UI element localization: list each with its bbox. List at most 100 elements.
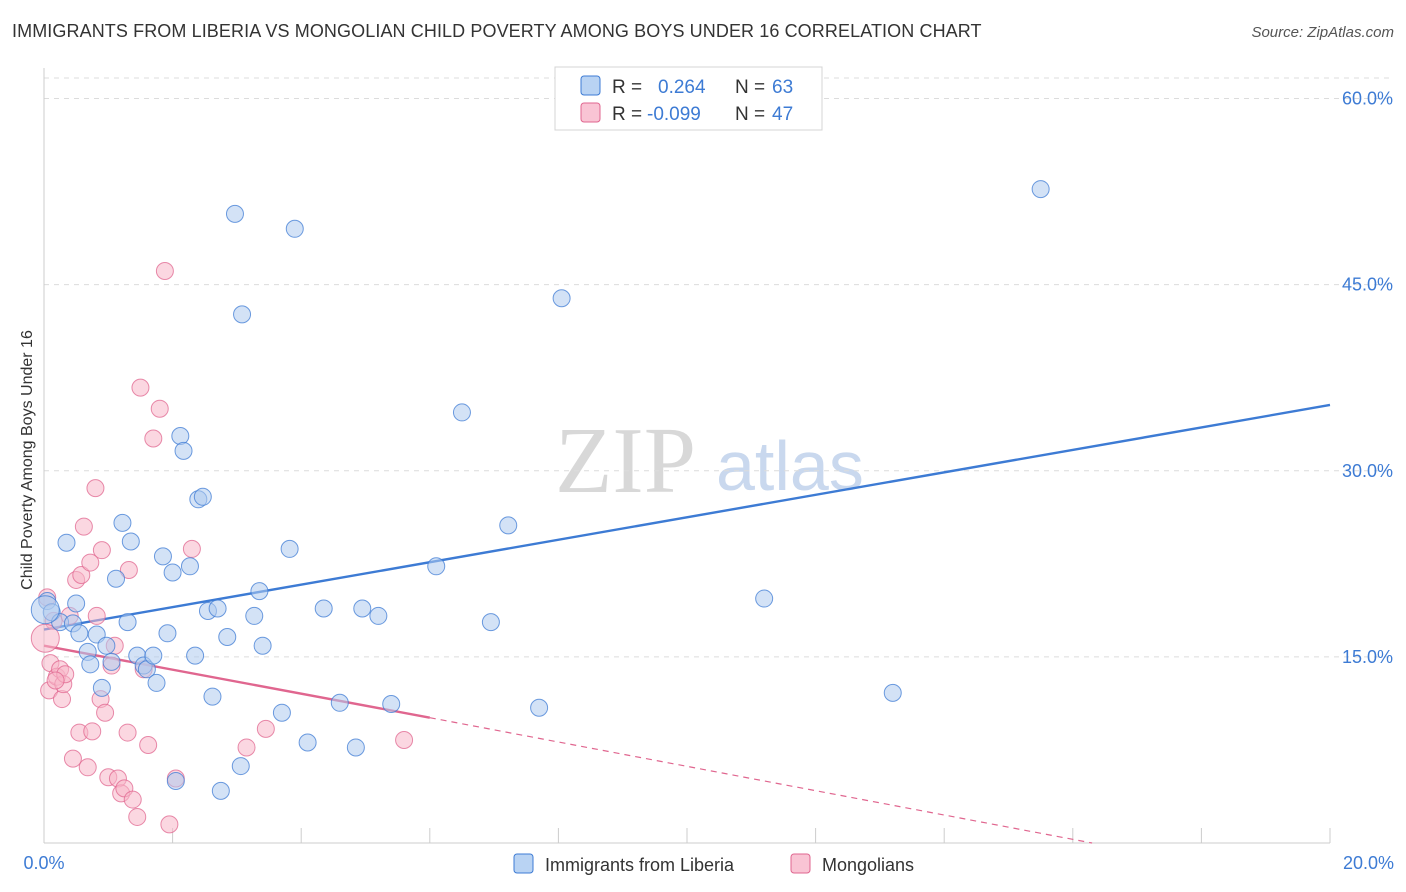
point-mongolians-38	[155, 261, 174, 280]
point-liberia-26	[171, 427, 190, 446]
point-liberia-61	[1031, 180, 1050, 199]
point-mongolians-43	[256, 719, 275, 738]
bottom-legend-label-liberia: Immigrants from Liberia	[545, 855, 735, 875]
point-mongolians-6	[53, 690, 72, 709]
point-mongolians-33	[131, 378, 150, 397]
point-liberia-46	[298, 733, 317, 752]
y-tick-label-60: 60.0%	[1342, 89, 1393, 109]
legend-n-value-liberia: 63	[772, 77, 793, 98]
point-liberia-45	[285, 219, 304, 238]
point-liberia-37	[225, 204, 244, 223]
point-liberia-14	[113, 513, 132, 532]
point-liberia-12	[102, 652, 121, 671]
point-liberia-6	[70, 624, 89, 643]
point-liberia-48	[330, 693, 349, 712]
x-tick-label-max: 20.0%	[1343, 853, 1394, 873]
bottom-legend-swatch-liberia	[513, 853, 534, 874]
point-liberia-31	[193, 487, 212, 506]
trend-extension-mongolians	[429, 717, 1093, 844]
point-liberia-34	[208, 599, 227, 618]
point-mongolians-19	[87, 606, 106, 625]
y-tick-label-30: 30.0%	[1342, 461, 1393, 481]
point-mongolians-35	[139, 735, 158, 754]
point-liberia-33	[203, 687, 222, 706]
point-liberia-60	[883, 683, 902, 702]
legend-r-value-mongolians: -0.099	[647, 104, 701, 125]
point-liberia-50	[353, 599, 372, 618]
point-mongolians-39	[160, 815, 179, 834]
legend-n-label-liberia: N =	[735, 77, 765, 98]
point-mongolians-36	[144, 429, 163, 448]
point-liberia-25	[166, 771, 185, 790]
legend-r-label-liberia: R =	[612, 77, 642, 98]
point-liberia-39	[231, 757, 250, 776]
legend-stats: R = 0.264 N = 63 R = -0.099 N = 47	[554, 66, 823, 131]
point-liberia-53	[427, 557, 446, 576]
point-liberia-56	[499, 516, 518, 535]
point-mongolians-37	[150, 399, 169, 418]
legend-r-value-liberia: 0.264	[658, 77, 706, 98]
point-liberia-57	[530, 698, 549, 717]
source-label: Source: ZipAtlas.com	[1251, 24, 1394, 41]
point-liberia-28	[180, 557, 199, 576]
point-liberia-54	[452, 403, 471, 422]
point-mongolians-42	[237, 738, 256, 757]
point-liberia-16	[121, 532, 140, 551]
watermark-atlas: atlas	[716, 427, 864, 505]
point-liberia-59	[755, 589, 774, 608]
point-liberia-58	[552, 289, 571, 308]
point-liberia-42	[253, 636, 272, 655]
point-liberia-40	[245, 606, 264, 625]
point-liberia-3	[57, 533, 76, 552]
legend-n-label-mongolians: N =	[735, 104, 765, 125]
point-liberia-22	[153, 547, 172, 566]
point-liberia-13	[107, 569, 126, 588]
watermark: ZIP atlas	[555, 409, 864, 513]
legend-swatch-mongolians	[580, 102, 601, 123]
point-liberia-24	[163, 563, 182, 582]
y-tick-label-15: 15.0%	[1342, 647, 1393, 667]
point-liberia-15	[118, 613, 137, 632]
point-mongolians-17	[83, 722, 102, 741]
point-liberia-52	[382, 695, 401, 714]
point-mongolians-14	[74, 517, 93, 536]
point-liberia-20	[144, 646, 163, 665]
point-mongolians-31	[123, 790, 142, 809]
legend-r-label-mongolians: R =	[612, 104, 642, 125]
point-mongolians-41	[182, 539, 201, 558]
bottom-legend-swatch-mongolians	[790, 853, 811, 874]
bottom-legend-label-mongolians: Mongolians	[822, 855, 914, 875]
point-mongolians-45	[46, 671, 65, 690]
point-mongolians-13	[72, 565, 91, 584]
point-liberia-51	[369, 606, 388, 625]
legend-series: Immigrants from Liberia Mongolians	[513, 853, 914, 875]
point-mongolians-44	[395, 731, 414, 750]
legend-n-value-mongolians: 47	[772, 104, 793, 125]
point-mongolians-10	[63, 749, 82, 768]
axes: 15.0% 30.0% 45.0% 60.0% 0.0% 20.0%	[23, 68, 1394, 873]
point-mongolians-30	[119, 561, 138, 580]
point-mongolians-18	[86, 479, 105, 498]
point-liberia-21	[147, 673, 166, 692]
point-liberia-36	[218, 628, 237, 647]
point-mongolians-21	[92, 541, 111, 560]
point-liberia-8	[81, 655, 100, 674]
point-liberia-49	[346, 738, 365, 757]
x-tick-label-min: 0.0%	[23, 853, 64, 873]
point-liberia-11	[97, 636, 116, 655]
point-liberia-41	[250, 582, 269, 601]
point-liberia-55	[481, 613, 500, 632]
point-mongolians-16	[81, 553, 100, 572]
point-liberia-23	[158, 624, 177, 643]
point-liberia-43	[272, 703, 291, 722]
point-mongolians-15	[78, 758, 97, 777]
legend-swatch-liberia	[580, 75, 601, 96]
point-mongolians-32	[128, 807, 147, 826]
point-mongolians-29	[118, 723, 137, 742]
point-liberia-47	[314, 599, 333, 618]
point-liberia-44	[280, 539, 299, 558]
point-liberia-10	[92, 678, 111, 697]
point-liberia-38	[233, 305, 252, 324]
watermark-zip: ZIP	[555, 409, 696, 513]
